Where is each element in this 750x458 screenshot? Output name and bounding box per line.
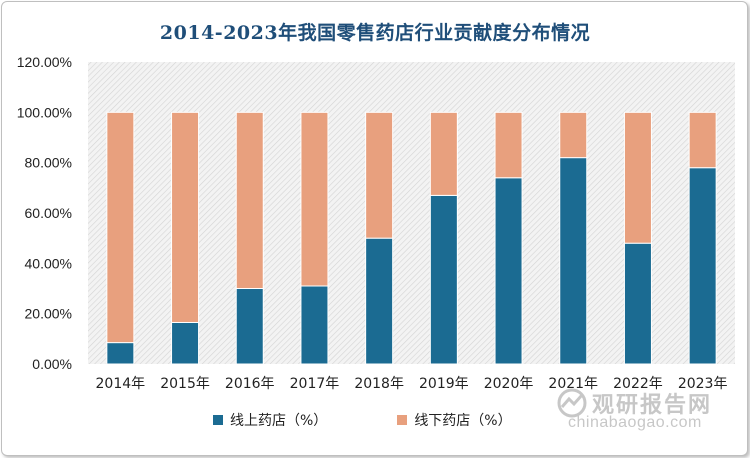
bar-offline-segment (688, 111, 717, 169)
legend-swatch-online (213, 415, 223, 425)
bars-group (106, 111, 717, 365)
watermark-logo-text: 观研报告网 (592, 393, 713, 418)
x-tick-label: 2020年 (484, 376, 534, 392)
bar-offline-segment (106, 111, 135, 344)
watermark: 观研报告网 chinabaogao.com (548, 387, 733, 439)
y-tick-label: 0.00% (32, 356, 72, 372)
x-tick-label: 2019年 (419, 376, 469, 392)
bar-online-segment (688, 167, 717, 365)
y-tick-label: 20.00% (25, 306, 72, 322)
bar-online-segment (300, 285, 329, 365)
legend-label-online: 线上药店（%） (230, 413, 328, 429)
bar-online-segment (235, 288, 264, 365)
bar-offline-segment (300, 111, 329, 287)
legend-item-offline: 线下药店（%） (397, 410, 512, 430)
bar-online-segment (171, 321, 200, 365)
bar-offline-segment (171, 111, 200, 323)
bar-offline-segment (559, 111, 588, 159)
x-axis: 2014年 2015年 2016年 2017年 2018年 2019年 2020年 2021年… (96, 376, 728, 392)
x-tick-label: 2015年 (160, 376, 210, 392)
chart-title: 2014-2023年我国零售药店行业贡献度分布情况 (159, 22, 591, 44)
y-axis: 0.00% 20.00% 40.00% 60.00% 80.00% 100.00% 120.… (17, 54, 72, 372)
bar-online-segment (429, 194, 458, 365)
bar-online-segment (559, 157, 588, 365)
watermark-logo-icon (557, 388, 587, 418)
x-tick-label: 2018年 (354, 376, 404, 392)
x-tick-label: 2022年 (613, 376, 663, 392)
y-tick-label: 120.00% (17, 54, 72, 70)
y-tick-label: 80.00% (25, 155, 72, 171)
bar-offline-segment (365, 111, 394, 239)
bar-offline-segment (235, 111, 264, 290)
bar-offline-segment (494, 111, 523, 179)
bar-online-segment (494, 177, 523, 365)
x-tick-label: 2016年 (225, 376, 275, 392)
bar-online-segment (623, 242, 652, 365)
x-tick-label: 2021年 (548, 376, 598, 392)
bar-offline-segment (623, 111, 652, 244)
legend-swatch-offline (397, 415, 408, 425)
bar-online-segment (365, 237, 394, 365)
watermark-url: chinabaogao.com (568, 414, 702, 431)
legend-label-offline: 线下药店（%） (414, 413, 512, 429)
x-tick-label: 2014年 (96, 376, 146, 392)
x-tick-label: 2023年 (678, 376, 728, 392)
x-tick-label: 2017年 (290, 376, 340, 392)
y-tick-label: 100.00% (17, 104, 72, 120)
y-tick-label: 60.00% (25, 205, 72, 221)
legend: 线上药店（%） 线下药店（%） (213, 410, 512, 430)
legend-item-online: 线上药店（%） (213, 410, 327, 430)
bar-offline-segment (429, 111, 458, 196)
y-tick-label: 40.00% (25, 255, 72, 271)
bar-online-segment (106, 342, 135, 365)
